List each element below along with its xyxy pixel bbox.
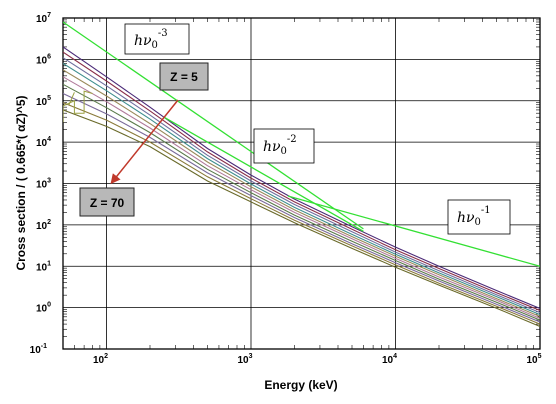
edge-segment-2 — [68, 92, 75, 105]
svg-text:hν0-3: hν0-3 — [134, 28, 168, 51]
reference-line-3 — [287, 195, 540, 267]
x-tick-label: 104 — [382, 353, 397, 366]
y-tick-label: 107 — [36, 12, 51, 25]
series-line-5 — [63, 69, 540, 318]
series-line-6 — [63, 76, 540, 319]
series-line-3 — [63, 57, 540, 314]
y-axis-title: Cross section / ( 0.665*( αZ)^5) — [14, 95, 28, 270]
axis-ticks: 10-1 100 101 102 103 104 105 106 107 102 103 104 105 — [30, 12, 542, 366]
annotation-hv3: hν0-3 — [124, 23, 190, 55]
reference-line-1 — [63, 21, 364, 230]
series-line-1 — [63, 46, 540, 310]
x-tick-label: 102 — [93, 353, 108, 366]
x-tick-label: 105 — [526, 353, 541, 366]
series-line-7 — [63, 83, 540, 321]
series-line-10 — [63, 109, 540, 328]
z-label-5: Z = 5 — [159, 62, 209, 91]
x-tick-label: 103 — [237, 353, 252, 366]
x-axis-title: Energy (keV) — [264, 378, 337, 392]
series-line-9 — [63, 102, 540, 325]
y-tick-label: 106 — [36, 53, 51, 66]
y-tick-label: 105 — [36, 95, 51, 108]
edge-segment-1 — [63, 90, 93, 123]
svg-text:hν0-1: hν0-1 — [457, 205, 491, 228]
reference-line-2 — [163, 116, 364, 232]
y-tick-label: 101 — [36, 260, 51, 273]
z-label-70: Z = 70 — [79, 187, 135, 217]
annotation-hv2: hν0-2 — [253, 128, 315, 164]
reference-lines — [63, 21, 540, 267]
y-tick-label: 100 — [36, 302, 51, 315]
series-line-8 — [63, 93, 540, 323]
y-tick-label: 104 — [36, 136, 51, 149]
z-arrow — [110, 99, 179, 185]
svg-text:Z = 5: Z = 5 — [170, 70, 198, 84]
svg-text:Z = 70: Z = 70 — [90, 196, 125, 210]
y-tick-label: 102 — [36, 219, 51, 232]
series-line-4 — [63, 62, 540, 316]
annotation-hv1: hν0-1 — [447, 199, 511, 235]
y-tick-label: 10-1 — [30, 343, 47, 356]
series-line-2 — [63, 51, 540, 312]
y-tick-label: 103 — [36, 178, 51, 191]
series-group — [63, 46, 540, 328]
svg-text:hν0-2: hν0-2 — [263, 134, 297, 157]
